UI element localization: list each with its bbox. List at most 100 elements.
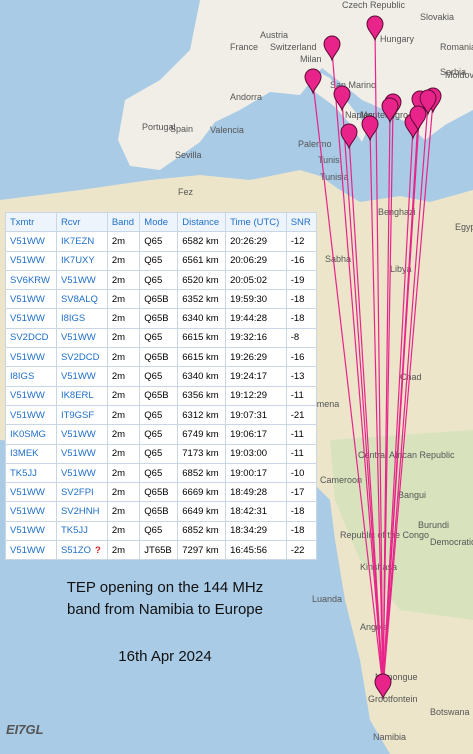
table-row: V51WW TK5JJ 2m Q65 6852 km 18:34:29 -18	[5, 520, 318, 542]
table-cell: V51WW	[55, 462, 108, 484]
table-cell: -10	[285, 462, 318, 484]
table-cell: Q65	[139, 404, 179, 426]
table-cell: I8IGS	[5, 366, 57, 387]
map-label: Tunis	[318, 155, 340, 165]
map-label: Egypt	[455, 222, 473, 232]
table-row: V51WW SV2FPI 2m Q65B 6669 km 18:49:28 -17	[5, 482, 318, 503]
table-row: I8IGS V51WW 2m Q65 6340 km 19:24:17 -13	[5, 366, 318, 387]
map-label: Serbia	[440, 67, 466, 77]
table-cell: 19:26:29	[225, 347, 287, 368]
table-cell: 7173 km	[177, 443, 227, 464]
table-cell: -8	[285, 327, 318, 349]
table-cell: -13	[285, 366, 318, 387]
table-cell: V51WW	[5, 385, 57, 406]
table-row: I3MEK V51WW 2m Q65 7173 km 19:03:00 -11	[5, 443, 318, 464]
map-label: Chad	[400, 372, 422, 382]
map-label: Cameroon	[320, 475, 362, 485]
table-cell: 6582 km	[177, 231, 227, 252]
table-cell: -16	[285, 347, 318, 368]
map-label: Benghazi	[378, 207, 416, 217]
table-cell: V51WW	[55, 443, 108, 464]
query-mark: ?	[95, 544, 101, 556]
table-cell: Q65B	[139, 347, 179, 368]
map-label: Andorra	[230, 92, 262, 102]
map-label: Moldova	[445, 70, 473, 80]
table-cell: 6852 km	[177, 462, 227, 484]
table-cell: 19:32:16	[225, 327, 287, 349]
map-label: Grootfontein	[368, 694, 418, 704]
table-cell: 20:26:29	[225, 231, 287, 252]
table-cell: V51WW	[55, 424, 108, 445]
map-label: Central African Republic	[358, 450, 455, 460]
table-cell: IT9GSF	[55, 404, 108, 426]
table-row: V51WW IK7EZN 2m Q65 6582 km 20:26:29 -12	[5, 231, 318, 252]
pin	[340, 123, 358, 150]
table-row: V51WW IK8ERL 2m Q65B 6356 km 19:12:29 -11	[5, 385, 318, 406]
table-cell: 6852 km	[177, 520, 227, 542]
table-cell: 20:05:02	[225, 269, 287, 291]
table-cell: 2m	[106, 308, 141, 329]
table-cell: -11	[285, 424, 318, 445]
table-cell: Q65B	[139, 482, 179, 503]
table-cell: 18:42:31	[225, 501, 287, 522]
map-label: Naples	[345, 110, 374, 120]
table-row: V51WW I8IGS 2m Q65B 6340 km 19:44:28 -18	[5, 308, 318, 329]
table-cell: 19:59:30	[225, 289, 287, 310]
credit: EI7GL	[6, 722, 44, 737]
column-header: Distance	[177, 211, 227, 233]
table-cell: SV2DCD	[55, 347, 108, 368]
map-label: Switzerland	[270, 42, 317, 52]
table-cell: V51WW	[5, 501, 57, 522]
table-cell: I3MEK	[5, 443, 57, 464]
table-cell: Q65B	[139, 289, 179, 310]
table-cell: IK8ERL	[55, 385, 108, 406]
table-cell: 2m	[106, 289, 141, 310]
table-cell: 2m	[106, 231, 141, 252]
map-label: Burundi	[418, 520, 449, 530]
table-cell: V51WW	[5, 347, 57, 368]
path-line	[369, 129, 384, 689]
table-cell: 20:06:29	[225, 250, 287, 271]
table-cell: Q65	[139, 462, 179, 484]
table-cell: V51WW	[55, 269, 108, 291]
table-cell: Q65	[139, 269, 179, 291]
pin	[333, 85, 351, 112]
map-label: Angola	[360, 622, 388, 632]
table-cell: 2m	[106, 482, 141, 503]
caption-date: 16th Apr 2024	[118, 648, 212, 665]
table-cell: -18	[285, 501, 318, 522]
table-cell: 19:06:17	[225, 424, 287, 445]
path-line	[382, 101, 434, 689]
table-cell: 6340 km	[177, 366, 227, 387]
table-cell: -21	[285, 404, 318, 426]
map-label: Kinshasa	[360, 562, 397, 572]
table-cell: 6749 km	[177, 424, 227, 445]
pin	[304, 68, 322, 95]
table-cell: -17	[285, 482, 318, 503]
table-cell: 2m	[106, 462, 141, 484]
table-cell: -16	[285, 250, 318, 271]
table-cell: -11	[285, 385, 318, 406]
table-cell: 7297 km	[177, 540, 227, 561]
table-cell: V51WW	[5, 540, 57, 561]
table-cell: V51WW	[55, 366, 108, 387]
path-line	[348, 137, 384, 689]
table-cell: 6356 km	[177, 385, 227, 406]
table-cell: 19:07:31	[225, 404, 287, 426]
table-cell: 19:24:17	[225, 366, 287, 387]
table-cell: IK7EZN	[55, 231, 108, 252]
path-line	[382, 119, 419, 689]
table-cell: 6520 km	[177, 269, 227, 291]
path-line	[331, 49, 384, 689]
map-label: Czech Republic	[342, 0, 406, 10]
table-cell: -19	[285, 269, 318, 291]
table-cell: 6615 km	[177, 347, 227, 368]
table-cell: V51WW	[5, 308, 57, 329]
table-row: IK0SMG V51WW 2m Q65 6749 km 19:06:17 -11	[5, 424, 318, 445]
table-row: V51WW SV8ALQ 2m Q65B 6352 km 19:59:30 -18	[5, 289, 318, 310]
table-cell: SV2HNH	[55, 501, 108, 522]
table-cell: SV2DCD	[5, 327, 57, 349]
table-row: V51WW S51ZO? 2m JT65B 7297 km 16:45:56 -22	[5, 540, 318, 561]
column-header: Mode	[139, 211, 179, 233]
pin	[419, 89, 437, 116]
